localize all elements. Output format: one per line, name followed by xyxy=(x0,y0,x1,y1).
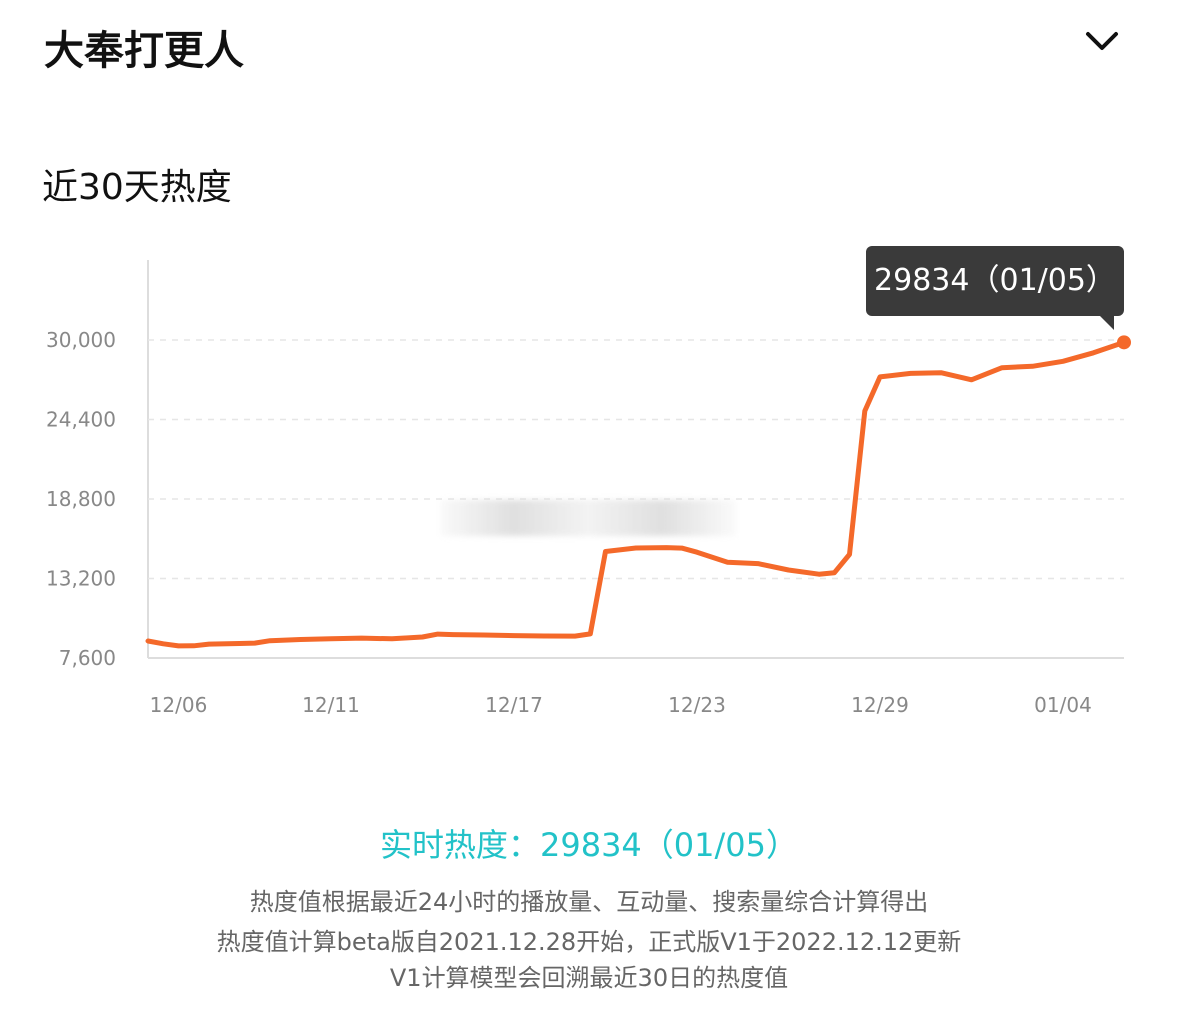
note-line-3: V1计算模型会回溯最近30日的热度值 xyxy=(389,964,789,992)
last-point-marker xyxy=(1117,335,1131,350)
header: 大奉打更人 xyxy=(0,0,1178,90)
value-tooltip: 29834（01/05） xyxy=(866,246,1124,330)
series-line xyxy=(145,339,1127,649)
x-tick-label: 12/29 xyxy=(851,693,909,717)
note-line-1: 热度值根据最近24小时的播放量、互动量、搜索量综合计算得出 xyxy=(249,888,929,916)
x-tick-label: 12/06 xyxy=(150,693,208,717)
section-title: 近30天热度 xyxy=(42,167,232,208)
y-tick-label: 18,800 xyxy=(46,487,116,511)
watermark-blur xyxy=(440,500,736,536)
x-tick-label: 12/17 xyxy=(485,693,543,717)
y-tick-label: 30,000 xyxy=(46,328,116,352)
y-tick-label: 7,600 xyxy=(59,646,116,670)
x-tick-label: 12/23 xyxy=(668,693,726,717)
x-tick-label: 12/11 xyxy=(302,693,360,717)
x-tick-label: 01/04 xyxy=(1034,693,1092,717)
y-tick-label: 24,400 xyxy=(46,408,116,432)
heat-line-chart: 7,600 13,200 18,800 24,400 30,000 12/06 12/11 1… xyxy=(46,260,1131,717)
note-line-2: 热度值计算beta版自2021.12.28开始，正式版V1于2022.12.12… xyxy=(216,928,962,956)
show-title: 大奉打更人 xyxy=(44,28,244,74)
chevron-down-icon[interactable] xyxy=(1082,22,1122,62)
realtime-heat: 实时热度：29834（01/05） xyxy=(379,826,799,864)
y-tick-label: 13,200 xyxy=(46,567,116,591)
